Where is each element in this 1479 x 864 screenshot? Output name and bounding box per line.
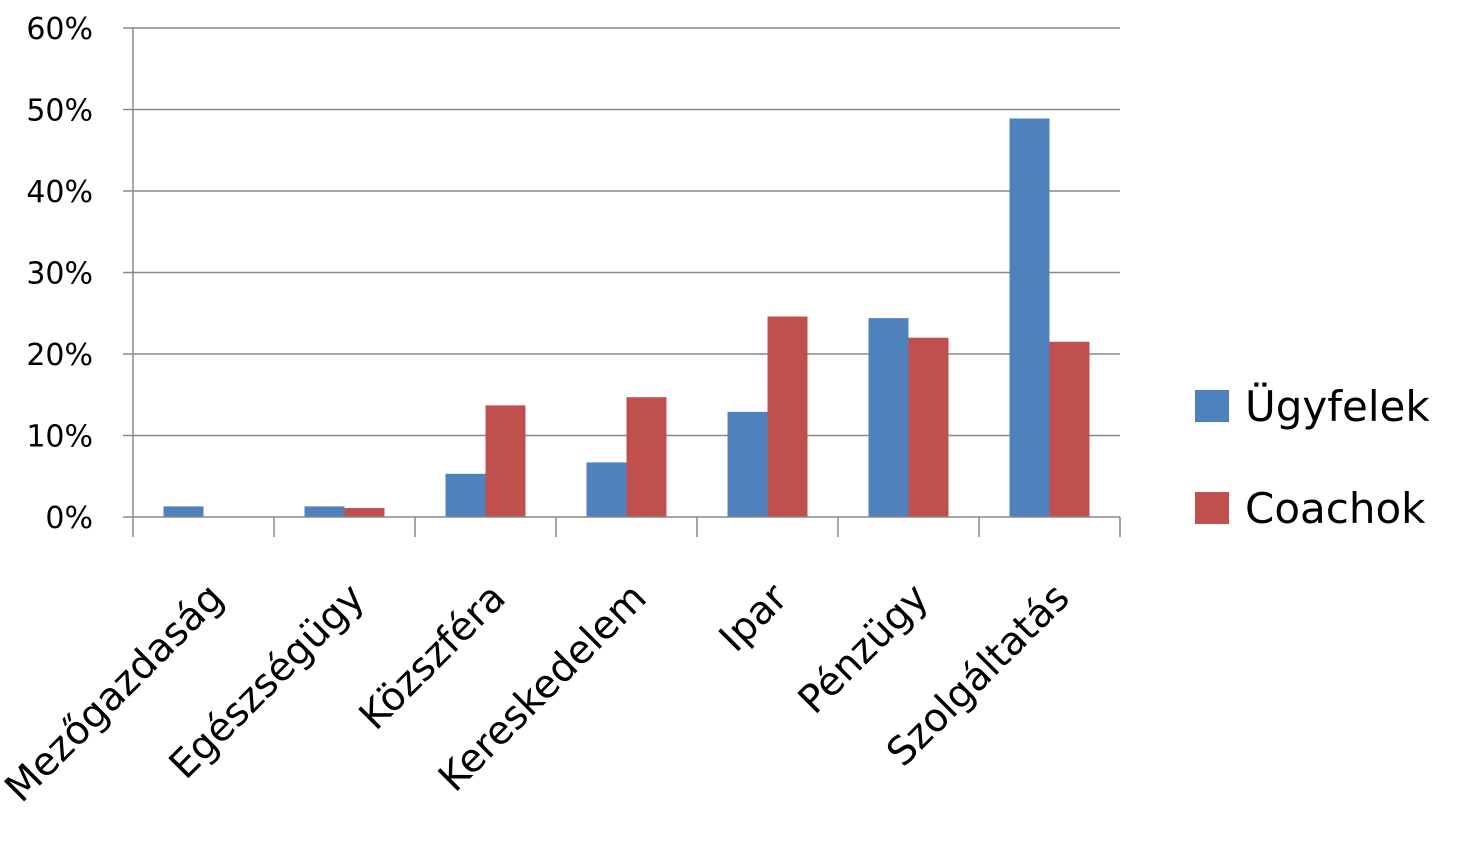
gridlines (133, 27, 1120, 437)
y-tick-label-20: 20% (26, 338, 93, 373)
bar-coachok-penzugy (908, 337, 949, 517)
y-tick-label-10: 10% (26, 420, 93, 455)
bar-ugyfelek-kereskedelem (586, 462, 627, 517)
legend-swatch-coachok (1195, 492, 1229, 524)
x-tick-label-penzugy: Pénzügy (790, 575, 938, 723)
bar-ugyfelek-egeszsegugy (304, 506, 345, 517)
bar-ugyfelek-mezogazdasag (163, 506, 204, 517)
x-tick-labels: MezőgazdaságEgészségügyKözszféraKeresked… (0, 575, 1079, 812)
bar-ugyfelek-kozszfera (445, 473, 486, 517)
bar-coachok-kozszfera (485, 405, 526, 517)
legend-label-coachok: Coachok (1245, 484, 1426, 533)
y-tick-label-40: 40% (26, 175, 93, 210)
y-tick-label-50: 50% (26, 94, 93, 129)
x-tick-label-ipar: Ipar (711, 575, 797, 661)
y-tick-label-30: 30% (26, 257, 93, 292)
legend: Ügyfelek Coachok (1195, 381, 1430, 533)
bar-coachok-szolgaltatas (1049, 341, 1090, 517)
bar-coachok-ipar (767, 316, 808, 517)
y-tick-label-0: 0% (45, 501, 93, 536)
bar-coachok-egeszsegugy (344, 508, 385, 517)
y-tick-labels: 0% 10% 20% 30% 40% 50% 60% (26, 12, 93, 536)
axes (123, 27, 1121, 537)
legend-label-ugyfelek: Ügyfelek (1245, 381, 1430, 431)
bar-ugyfelek-szolgaltatas (1009, 118, 1050, 517)
bar-ugyfelek-penzugy (868, 318, 909, 517)
y-tick-label-60: 60% (26, 12, 93, 47)
bar-ugyfelek-ipar (727, 411, 768, 517)
bars (163, 118, 1090, 517)
legend-swatch-ugyfelek (1195, 390, 1229, 422)
bar-coachok-kereskedelem (626, 397, 667, 517)
